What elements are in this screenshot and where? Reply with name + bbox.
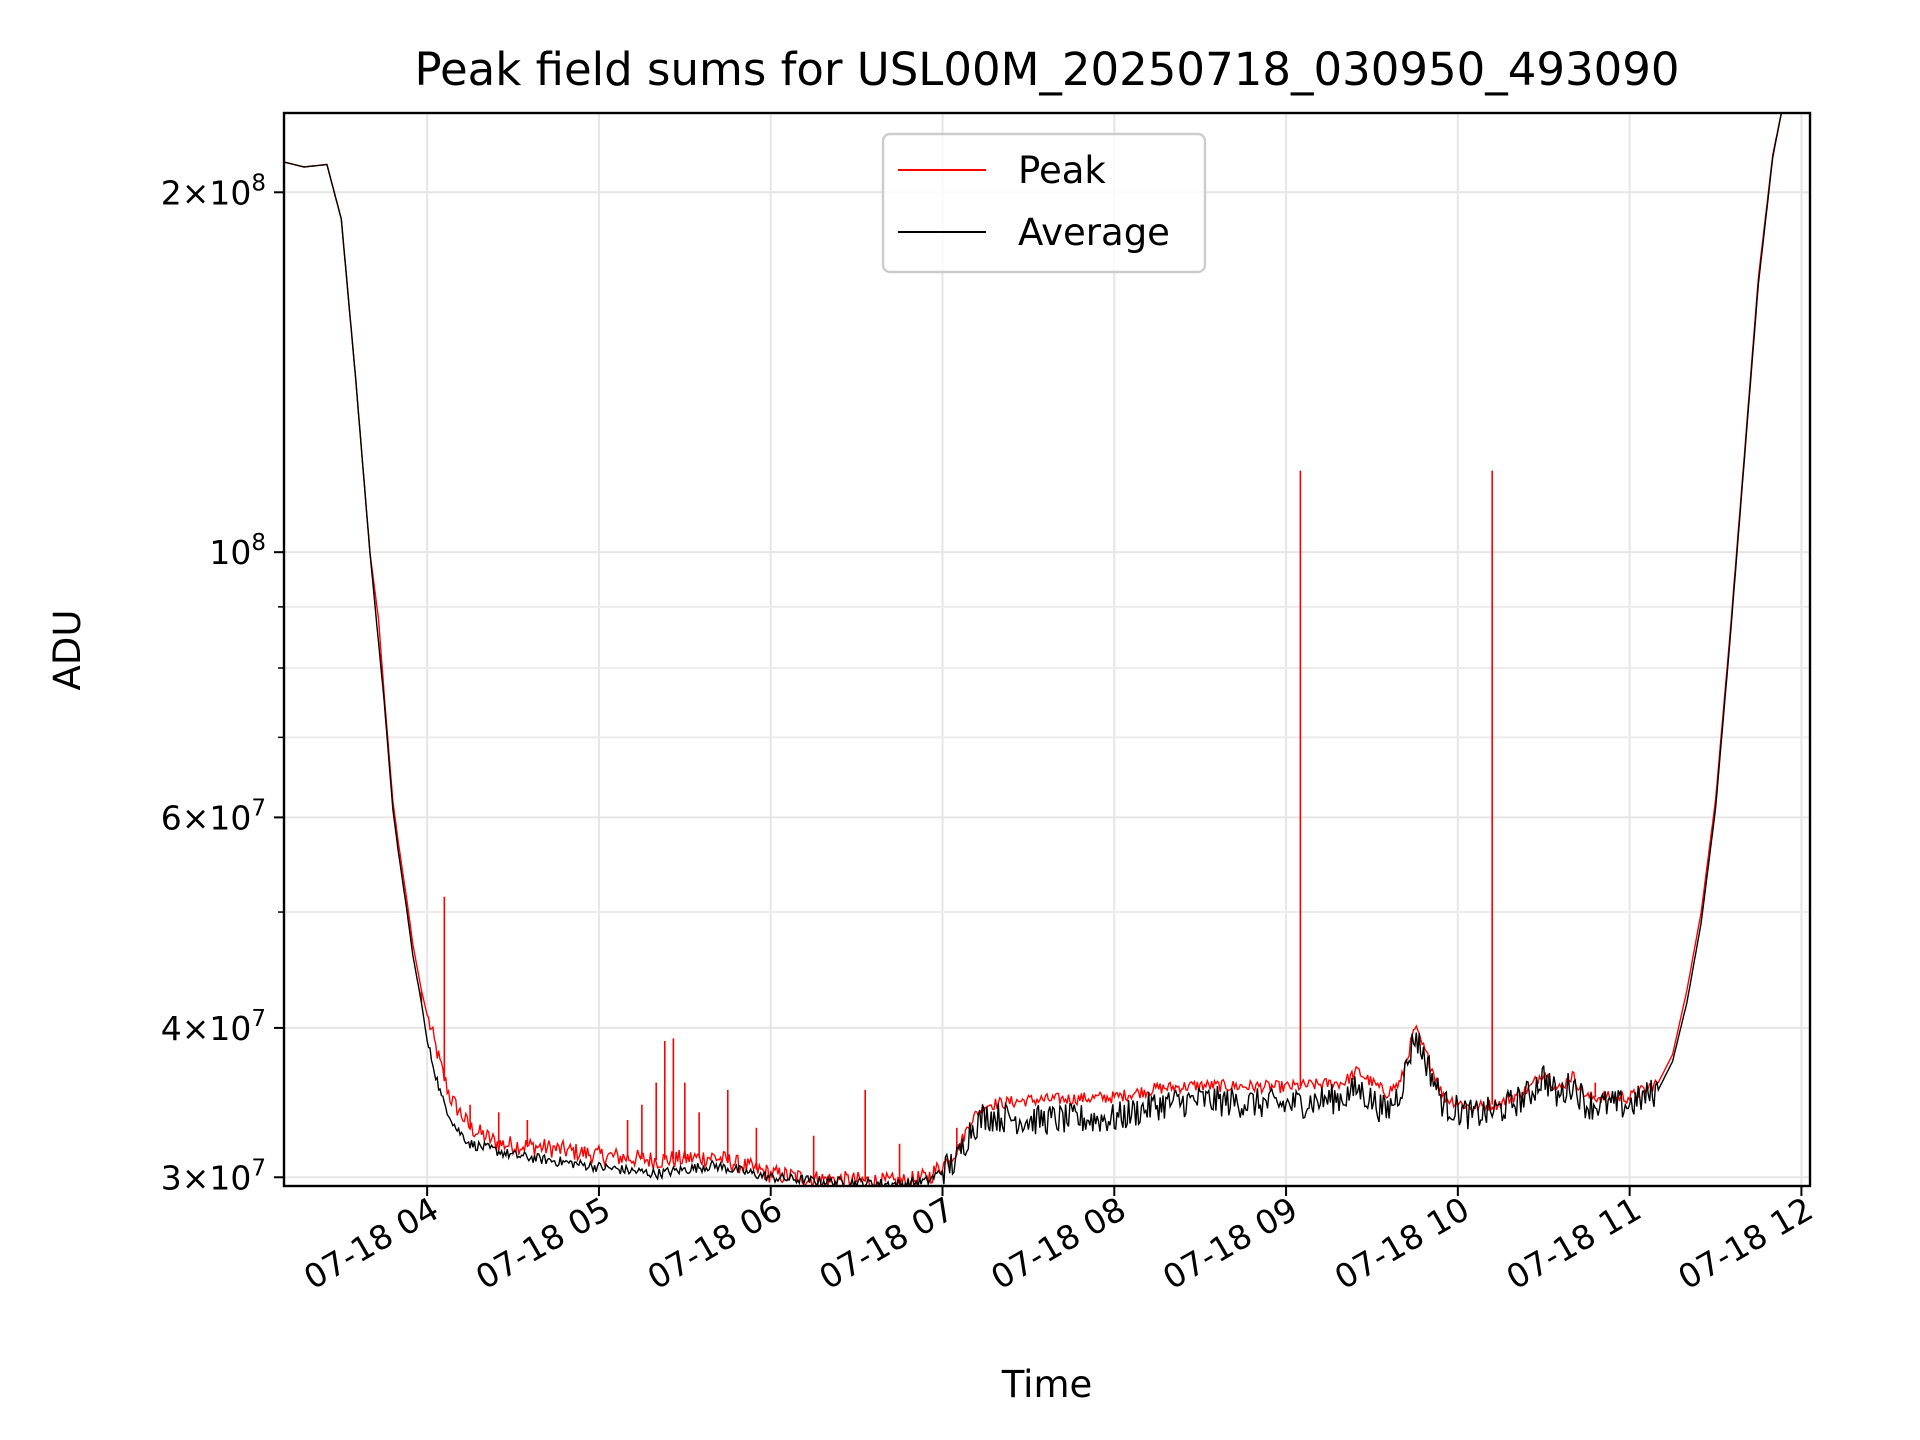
series-line-peak — [284, 113, 1783, 1186]
y-tick-label: 6×107 — [161, 795, 266, 837]
legend: Peak Average — [881, 132, 1207, 274]
legend-box — [881, 132, 1207, 274]
y-tick-label: 4×107 — [161, 1006, 266, 1048]
chart-title: Peak field sums for USL00M_20250718_0309… — [414, 43, 1679, 96]
y-tick-label: 108 — [209, 530, 266, 572]
legend-average-label: Average — [1018, 211, 1170, 254]
legend-peak-label: Peak — [1018, 149, 1106, 192]
y-tick-label: 3×107 — [161, 1155, 266, 1197]
series-layer — [284, 113, 1783, 1186]
y-axis-label: ADU — [46, 610, 89, 691]
x-axis-label: Time — [1001, 1363, 1093, 1406]
plot-frame — [282, 111, 1812, 1188]
series-line-average — [284, 113, 1783, 1186]
y-tick-label: 2×108 — [161, 170, 266, 212]
